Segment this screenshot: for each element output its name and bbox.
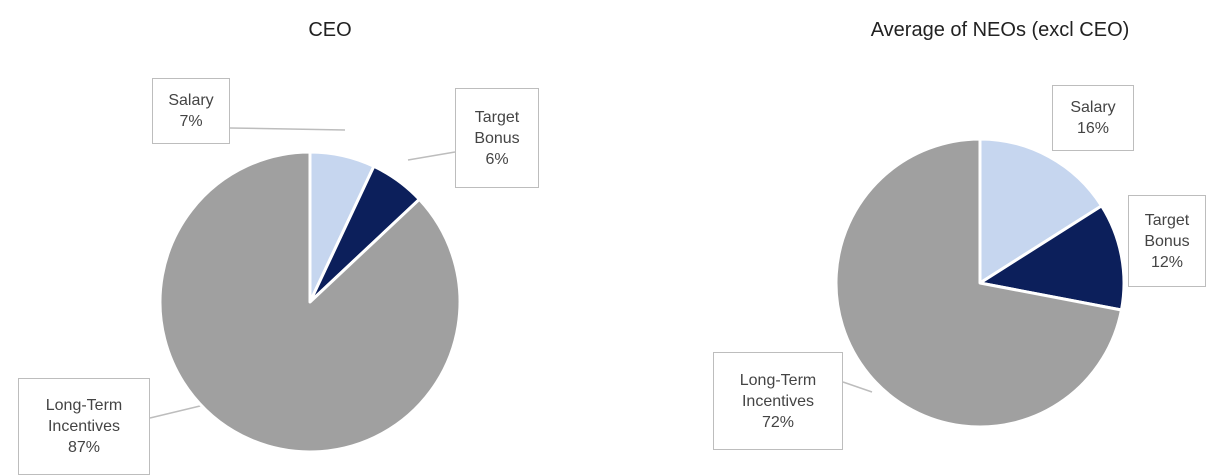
value-label: 7% (179, 113, 203, 130)
leader-line (407, 151, 456, 161)
pie-slice (158, 150, 462, 454)
chart-title: CEO (308, 19, 351, 41)
value-label: 72% (761, 413, 795, 431)
category-label: Salary (1070, 99, 1116, 116)
data-label: Target Bonus 12% (1128, 195, 1206, 287)
leader-line (229, 127, 346, 131)
category-label: Target Bonus (474, 108, 520, 147)
value-label: 6% (485, 150, 509, 168)
data-label: Salary 7% (152, 78, 230, 144)
category-label: Target Bonus (1144, 211, 1190, 250)
leader-line (842, 381, 873, 393)
category-label: Long-Term Incentives (45, 397, 123, 435)
data-label: Salary 16% (1052, 85, 1134, 151)
pie-slice (978, 204, 1126, 312)
value-label: 12% (1150, 253, 1184, 271)
category-label: Long-Term Incentives (739, 371, 817, 410)
pie-slice (834, 137, 1123, 429)
value-label: 87% (67, 439, 101, 456)
category-label: Salary (168, 92, 214, 109)
data-label: Long-Term Incentives 87% (18, 378, 150, 475)
data-label: Long-Term Incentives 72% (713, 352, 843, 450)
data-label: Target Bonus 6% (455, 88, 539, 188)
value-label: 16% (1076, 120, 1110, 137)
chart-title: Average of NEOs (excl CEO) (871, 19, 1130, 41)
pie-slice (978, 137, 1104, 285)
